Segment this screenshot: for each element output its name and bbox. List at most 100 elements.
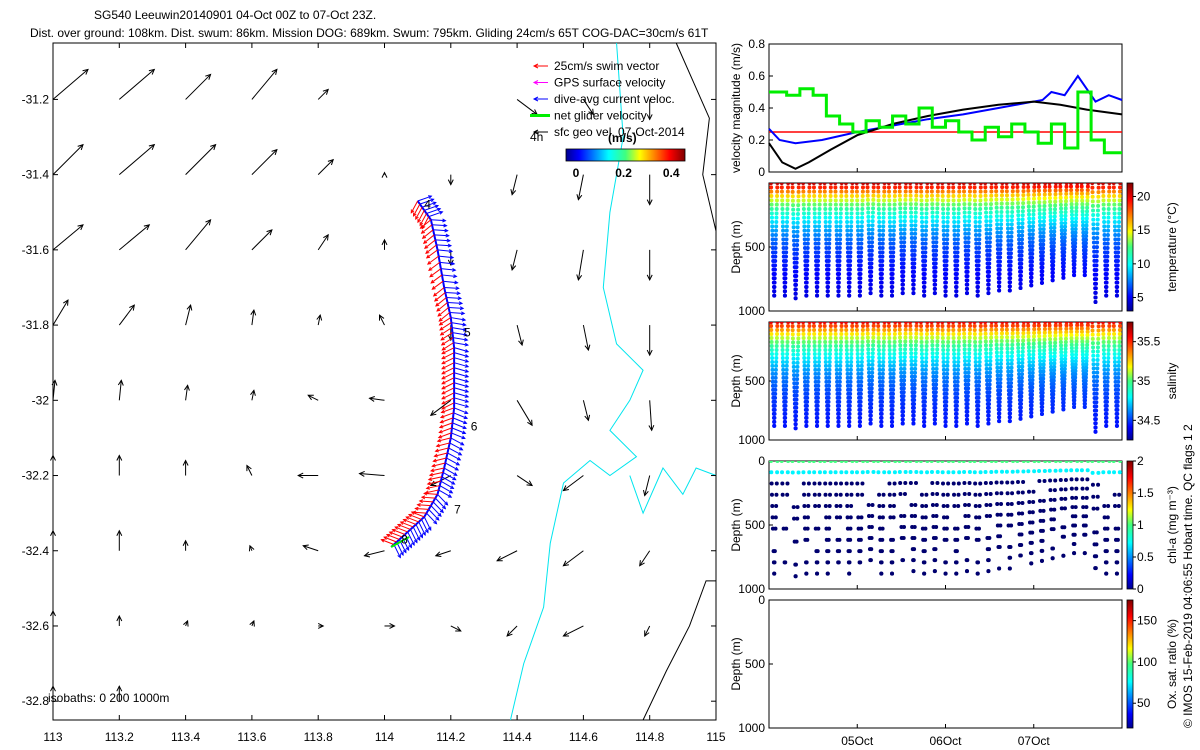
chl-panel-sample <box>983 459 987 463</box>
temp-panel-sample <box>1081 216 1085 220</box>
temp-panel-sample <box>1051 278 1055 282</box>
geo-arrow <box>497 551 517 561</box>
temp-panel-sample <box>1075 195 1079 199</box>
sal-panel-sample <box>1009 373 1013 377</box>
sal-panel-sample <box>995 358 999 362</box>
geo-arrow <box>578 250 583 280</box>
sal-panel-sample <box>1008 404 1012 408</box>
chl-panel-sample <box>909 470 913 474</box>
chl-panel-sample <box>989 492 993 496</box>
temp-panel-sample <box>827 237 831 241</box>
sal-panel-sample <box>1011 324 1015 328</box>
temp-panel-sample <box>837 285 841 289</box>
sal-panel-sample <box>823 336 827 340</box>
sal-panel-sample <box>871 347 875 351</box>
sal-panel-sample <box>869 406 873 410</box>
sal-panel-sample <box>876 324 880 328</box>
sal-panel-sample <box>849 380 853 384</box>
temp-panel-sample <box>924 229 928 233</box>
temp-panel-sample <box>913 236 917 240</box>
sal-panel-colorbar-tick-label: 35.5 <box>1137 335 1161 349</box>
speed-colorbar-ticks: 0 0.2 0.4 <box>573 166 680 180</box>
sal-panel-sample <box>965 406 969 410</box>
chl-panel-sample <box>936 470 940 474</box>
temp-panel-sample <box>1030 260 1034 264</box>
sal-panel-sample <box>871 351 875 355</box>
temp-panel-sample <box>1027 224 1031 228</box>
sal-panel-sample <box>1051 406 1055 410</box>
chl-panel-y-tick-label: 0 <box>758 454 765 468</box>
temp-panel-sample <box>1053 211 1057 215</box>
temp-panel-sample <box>892 216 896 220</box>
sal-panel-sample <box>818 344 822 348</box>
sal-panel-sample <box>1028 364 1032 368</box>
temp-panel-sample <box>978 203 982 207</box>
geo-arrow <box>252 69 277 99</box>
chl-panel-sample <box>845 504 849 508</box>
temp-panel-sample <box>1105 255 1109 259</box>
sal-panel-sample <box>872 328 876 332</box>
chl-panel-colorbar-tick-label: 2 <box>1137 454 1144 468</box>
chl-panel-sample <box>780 470 784 474</box>
sal-panel-sample <box>845 348 849 352</box>
sal-panel-sample <box>1041 384 1045 388</box>
temp-panel-sample <box>1021 213 1025 217</box>
temp-panel-sample <box>869 274 873 278</box>
temp-panel-sample <box>909 219 913 223</box>
temp-panel-sample <box>1027 201 1031 205</box>
temp-panel-sample <box>860 216 864 220</box>
temp-panel-sample <box>791 208 795 212</box>
sal-panel-sample <box>870 367 874 371</box>
sal-panel-sample <box>1030 382 1034 386</box>
sal-panel-sample <box>1053 337 1057 341</box>
temp-panel-sample <box>1005 181 1009 185</box>
temp-panel-sample <box>1104 285 1108 289</box>
temp-panel-sample <box>998 251 1002 255</box>
temp-panel-sample <box>824 216 828 220</box>
sal-panel-sample <box>792 365 796 369</box>
sal-panel-sample <box>835 368 839 372</box>
temp-panel-sample <box>945 246 949 250</box>
sal-panel-sample <box>903 340 907 344</box>
sal-panel-sample <box>773 412 777 416</box>
temp-panel-sample <box>901 278 905 282</box>
sal-panel-sample <box>999 350 1003 354</box>
chl-panel-sample <box>827 527 831 531</box>
temp-panel-sample <box>848 250 852 254</box>
sal-panel-sample <box>1021 335 1025 339</box>
sal-panel-sample <box>1032 345 1036 349</box>
sal-panel-sample <box>1102 360 1106 364</box>
temp-panel-sample <box>973 190 977 194</box>
sal-panel-sample <box>769 336 773 340</box>
sal-panel-sample <box>978 356 982 360</box>
temp-panel-sample <box>816 268 820 272</box>
sal-panel-sample <box>1117 356 1121 360</box>
temp-panel-sample <box>1073 241 1077 245</box>
chl-panel-sample <box>834 482 838 486</box>
temp-panel-sample <box>1010 222 1014 226</box>
temp-panel-sample <box>952 211 956 215</box>
sal-panel-sample <box>1051 389 1055 393</box>
sal-panel-sample <box>1037 320 1041 324</box>
temp-panel-sample <box>802 220 806 224</box>
sal-panel-sample <box>1008 408 1012 412</box>
temp-panel-sample <box>923 259 927 263</box>
chl-panel-sample <box>892 504 896 508</box>
map-x-tick-label: 113.4 <box>171 730 200 744</box>
sal-panel-sample <box>999 366 1003 370</box>
sal-panel-sample <box>775 328 779 332</box>
sal-panel-sample <box>978 336 982 340</box>
temp-panel-sample <box>855 207 859 211</box>
sal-panel-sample <box>1016 342 1020 346</box>
temp-panel-sample <box>881 229 885 233</box>
sal-panel-sample <box>1037 341 1041 345</box>
temp-panel-sample <box>790 181 794 185</box>
temp-panel-sample <box>1059 199 1063 203</box>
temp-panel-sample <box>1017 225 1021 229</box>
temp-panel-sample <box>933 287 937 291</box>
chl-panel-sample <box>1080 468 1084 472</box>
sal-panel-sample <box>838 384 842 388</box>
sal-panel-sample <box>1030 378 1034 382</box>
temp-panel-sample <box>1105 281 1109 285</box>
sal-panel-sample <box>806 364 810 368</box>
